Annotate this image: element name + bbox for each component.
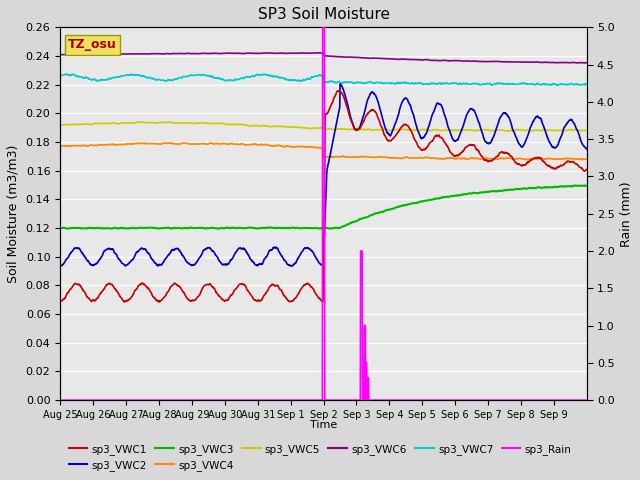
X-axis label: Time: Time [310,420,337,430]
Title: SP3 Soil Moisture: SP3 Soil Moisture [257,7,390,22]
Text: TZ_osu: TZ_osu [68,38,116,51]
Legend: sp3_VWC1, sp3_VWC2, sp3_VWC3, sp3_VWC4, sp3_VWC5, sp3_VWC6, sp3_VWC7, sp3_Rain: sp3_VWC1, sp3_VWC2, sp3_VWC3, sp3_VWC4, … [65,439,575,475]
Y-axis label: Soil Moisture (m3/m3): Soil Moisture (m3/m3) [7,144,20,283]
Y-axis label: Rain (mm): Rain (mm) [620,181,633,247]
